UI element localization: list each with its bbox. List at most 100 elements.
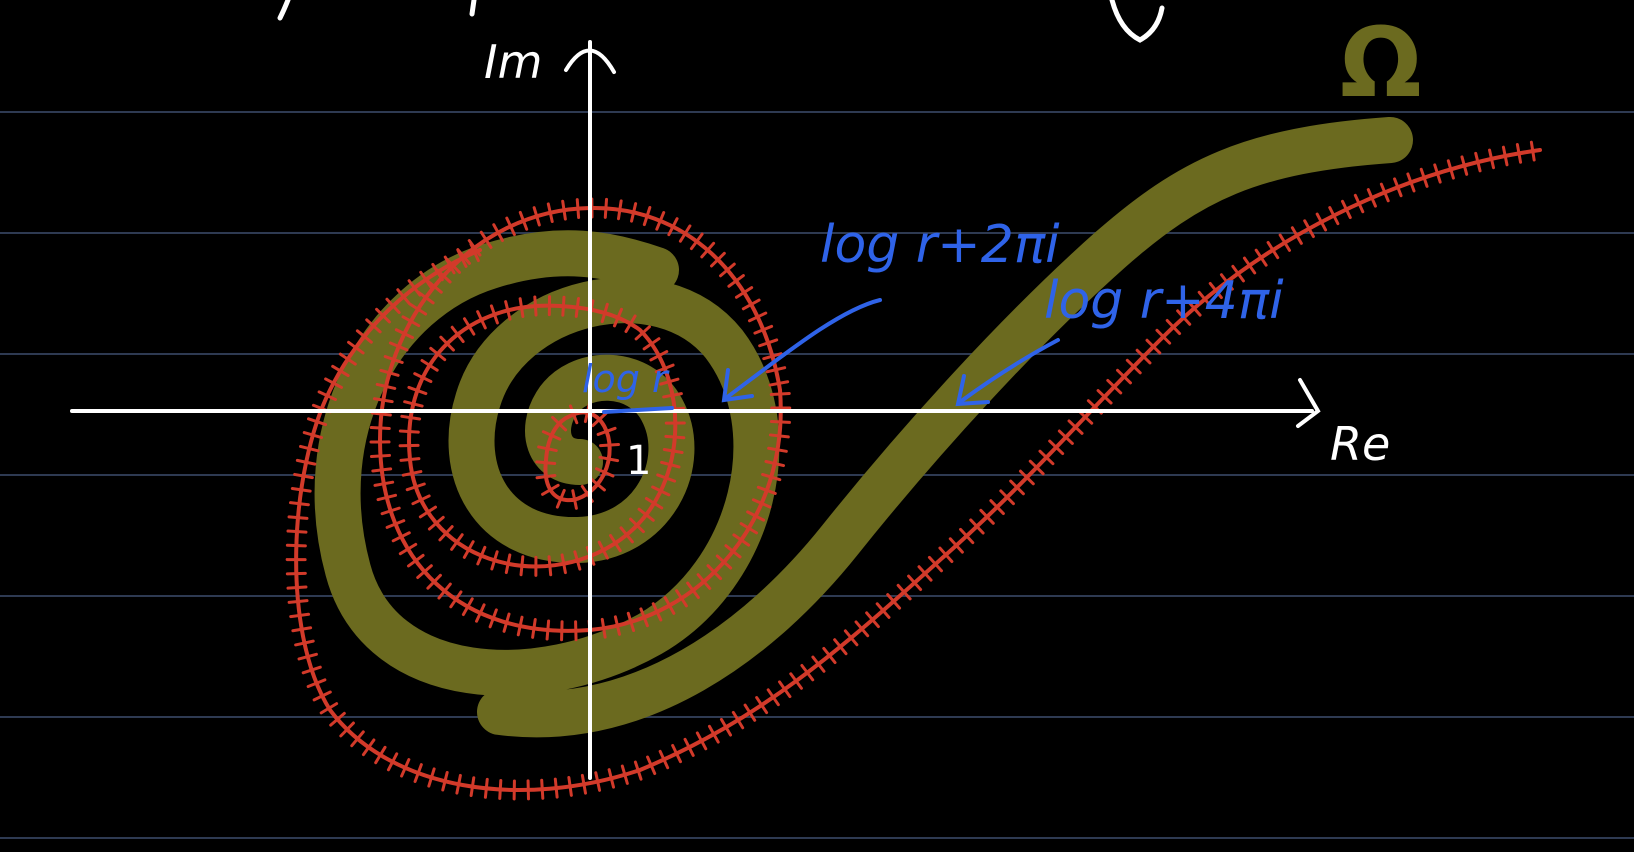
axes [70, 40, 1321, 780]
hatch-mark [1135, 348, 1152, 365]
hatch-mark [731, 710, 745, 730]
hatch-mark [427, 767, 436, 788]
hatch-mark [739, 522, 759, 535]
hatch-mark [371, 467, 393, 473]
hatch-mark [875, 602, 891, 619]
hatch-mark [766, 688, 780, 707]
hatch-mark [437, 582, 452, 600]
hatch-mark [561, 199, 567, 221]
hatch-mark [1106, 378, 1123, 395]
hatch-mark [896, 583, 912, 601]
hatch-mark [386, 752, 399, 772]
hatch-mark [383, 355, 404, 365]
outer-cut-spiral [294, 148, 1542, 792]
hatch-mark [455, 773, 462, 795]
hatch-mark [504, 300, 512, 321]
hatch-mark [339, 721, 355, 738]
hatch-mark [504, 553, 512, 575]
hatch-mark [732, 533, 751, 547]
hatch-mark [400, 414, 422, 421]
hatch-mark [385, 297, 401, 315]
hatch-mark [613, 615, 621, 636]
hatch-mark [405, 482, 426, 492]
hatch-mark [758, 338, 779, 348]
real-axis-arrowhead [1296, 378, 1321, 428]
hatch-mark [370, 411, 392, 417]
hatch-mark [719, 262, 736, 278]
label-log-r-4pi: log r+4πi [1044, 271, 1284, 331]
hatch-mark [671, 743, 682, 764]
hatch-mark [1116, 368, 1132, 385]
hatch-mark [488, 608, 498, 629]
hatch-mark [683, 737, 695, 757]
hatch-mark [907, 574, 923, 591]
hatch-mark [411, 494, 431, 506]
hatch-mark [751, 498, 772, 509]
hatch-mark [380, 506, 401, 516]
hatch-mark [734, 286, 754, 299]
cropped-handwriting [277, 0, 1165, 43]
hatch-mark [595, 467, 615, 478]
hatch-mark [361, 738, 376, 757]
hatch-mark [347, 340, 365, 355]
hatch-mark [600, 617, 607, 639]
hatch-mark [629, 517, 645, 534]
hatch-mark [1379, 182, 1390, 203]
hatch-mark [596, 426, 617, 436]
hatch-mark [764, 459, 785, 468]
hatch-mark [519, 555, 525, 577]
hatch-mark [989, 499, 1005, 516]
hatch-mark [516, 615, 524, 637]
hatch-mark [762, 352, 783, 361]
hatch-mark [299, 444, 320, 453]
hatch-mark [1242, 256, 1257, 275]
hatch-mark [375, 307, 391, 324]
hatch-mark [1366, 188, 1377, 208]
hatch-mark [696, 573, 712, 590]
hatch-mark [413, 763, 423, 783]
hatch-mark [811, 655, 826, 673]
hatch-mark [449, 590, 463, 609]
hatch-mark [370, 453, 391, 459]
hatch-mark [654, 363, 675, 374]
hatch-mark [678, 224, 692, 243]
hatch-mark [598, 455, 620, 463]
hatch-mark [620, 764, 629, 785]
hatch-mark [1433, 163, 1442, 184]
imaginary-axis-label: Im [484, 35, 542, 89]
hatch-mark [580, 773, 587, 795]
arrowhead-log-r-2pi [721, 368, 754, 403]
hatch-mark [541, 483, 560, 496]
hatch-mark [285, 543, 307, 548]
hatch-mark [1018, 469, 1035, 486]
hatch-mark [575, 198, 581, 220]
hatch-mark [535, 460, 557, 465]
hatch-mark [546, 202, 554, 224]
hatch-mark [843, 629, 859, 647]
hatch-mark [769, 391, 791, 397]
hatch-mark [1186, 299, 1202, 317]
hatch-mark [768, 380, 790, 387]
label-log-r-2pi: log r+2πi [820, 215, 1060, 275]
hatch-mark [1290, 226, 1303, 245]
hatch-mark [535, 473, 557, 480]
hatch-mark [588, 477, 606, 492]
hatch-mark [599, 442, 621, 448]
hatch-mark [724, 544, 742, 559]
hatch-mark [329, 711, 346, 727]
real-axis-label: Re [1330, 417, 1390, 471]
hatch-mark [1197, 290, 1213, 308]
hatch-mark [338, 352, 357, 366]
hatch-mark [651, 602, 663, 622]
hatch-mark [376, 493, 398, 502]
hatch-mark [401, 315, 421, 328]
hatch-mark [307, 417, 328, 427]
hatch-mark [917, 565, 933, 582]
hatch-mark [1038, 449, 1055, 466]
hatch-mark [769, 420, 791, 424]
arrow-log-r-4pi [958, 338, 1060, 404]
hatch-mark [743, 703, 757, 722]
hatch-mark [1266, 240, 1280, 260]
hatch-mark [427, 515, 445, 531]
hatch-mark [398, 429, 420, 434]
